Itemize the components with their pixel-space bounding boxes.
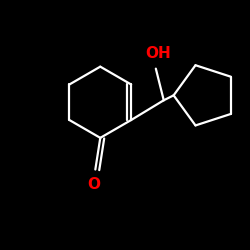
- Text: OH: OH: [145, 46, 171, 61]
- Text: O: O: [87, 178, 100, 192]
